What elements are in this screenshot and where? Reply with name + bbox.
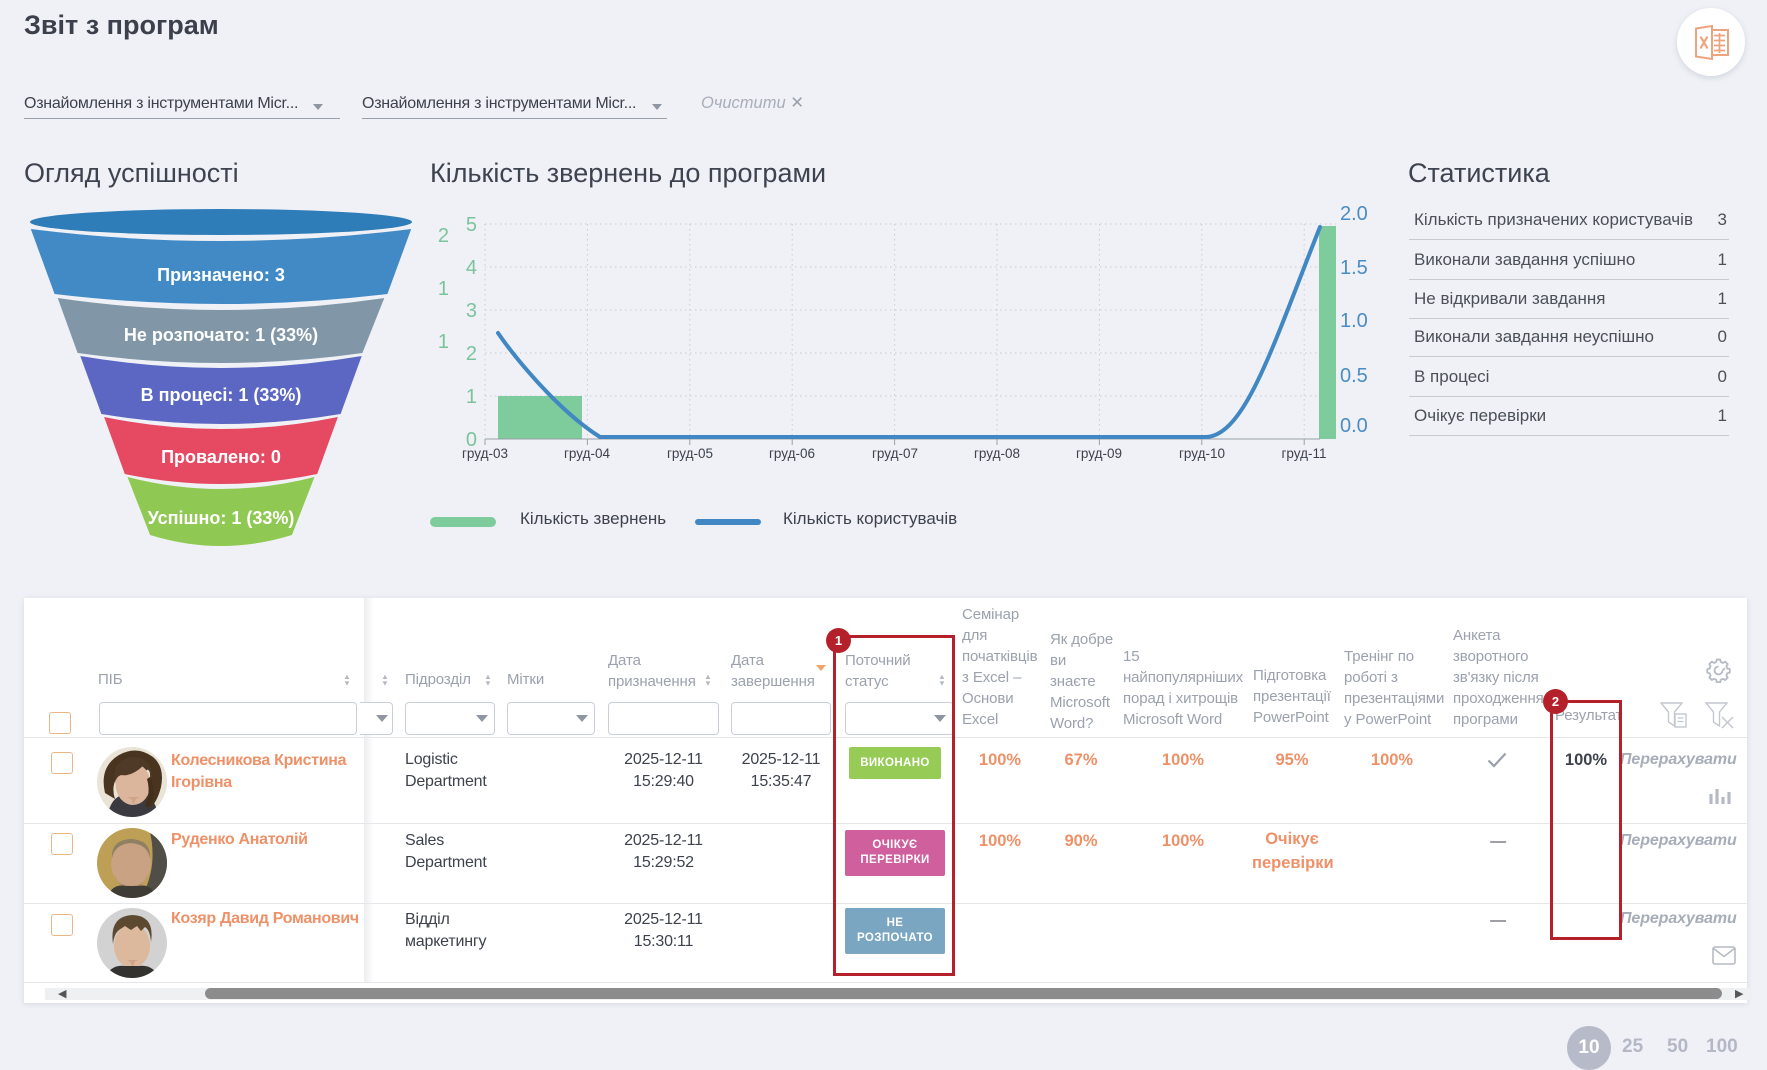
svg-text:груд-07: груд-07 — [872, 446, 918, 461]
svg-text:В процесі: 1 (33%): В процесі: 1 (33%) — [141, 385, 302, 405]
svg-text:1: 1 — [466, 386, 477, 408]
svg-text:1.0: 1.0 — [1340, 310, 1368, 332]
svg-text:груд-08: груд-08 — [974, 446, 1020, 461]
svg-text:Провалено: 0: Провалено: 0 — [161, 447, 281, 467]
svg-text:1: 1 — [438, 278, 449, 300]
svg-text:1.5: 1.5 — [1340, 257, 1368, 279]
svg-text:0.0: 0.0 — [1340, 415, 1368, 437]
svg-text:2: 2 — [466, 343, 477, 365]
svg-text:груд-10: груд-10 — [1179, 446, 1225, 461]
svg-text:4: 4 — [466, 257, 477, 279]
svg-text:1: 1 — [438, 331, 449, 353]
svg-text:0: 0 — [466, 429, 477, 451]
svg-text:груд-09: груд-09 — [1076, 446, 1122, 461]
svg-text:Не розпочато: 1 (33%): Не розпочато: 1 (33%) — [124, 325, 318, 345]
svg-text:груд-11: груд-11 — [1282, 446, 1327, 461]
svg-text:2: 2 — [438, 225, 449, 247]
svg-text:груд-04: груд-04 — [564, 446, 610, 461]
svg-text:3: 3 — [466, 300, 477, 322]
svg-text:Успішно: 1 (33%): Успішно: 1 (33%) — [148, 508, 295, 528]
svg-text:груд-05: груд-05 — [667, 446, 713, 461]
svg-text:0.5: 0.5 — [1340, 365, 1368, 387]
svg-text:5: 5 — [466, 214, 477, 236]
svg-text:Призначено: 3: Призначено: 3 — [157, 265, 285, 285]
svg-text:груд-03: груд-03 — [462, 446, 508, 461]
svg-text:2.0: 2.0 — [1340, 203, 1368, 225]
svg-text:груд-06: груд-06 — [769, 446, 815, 461]
